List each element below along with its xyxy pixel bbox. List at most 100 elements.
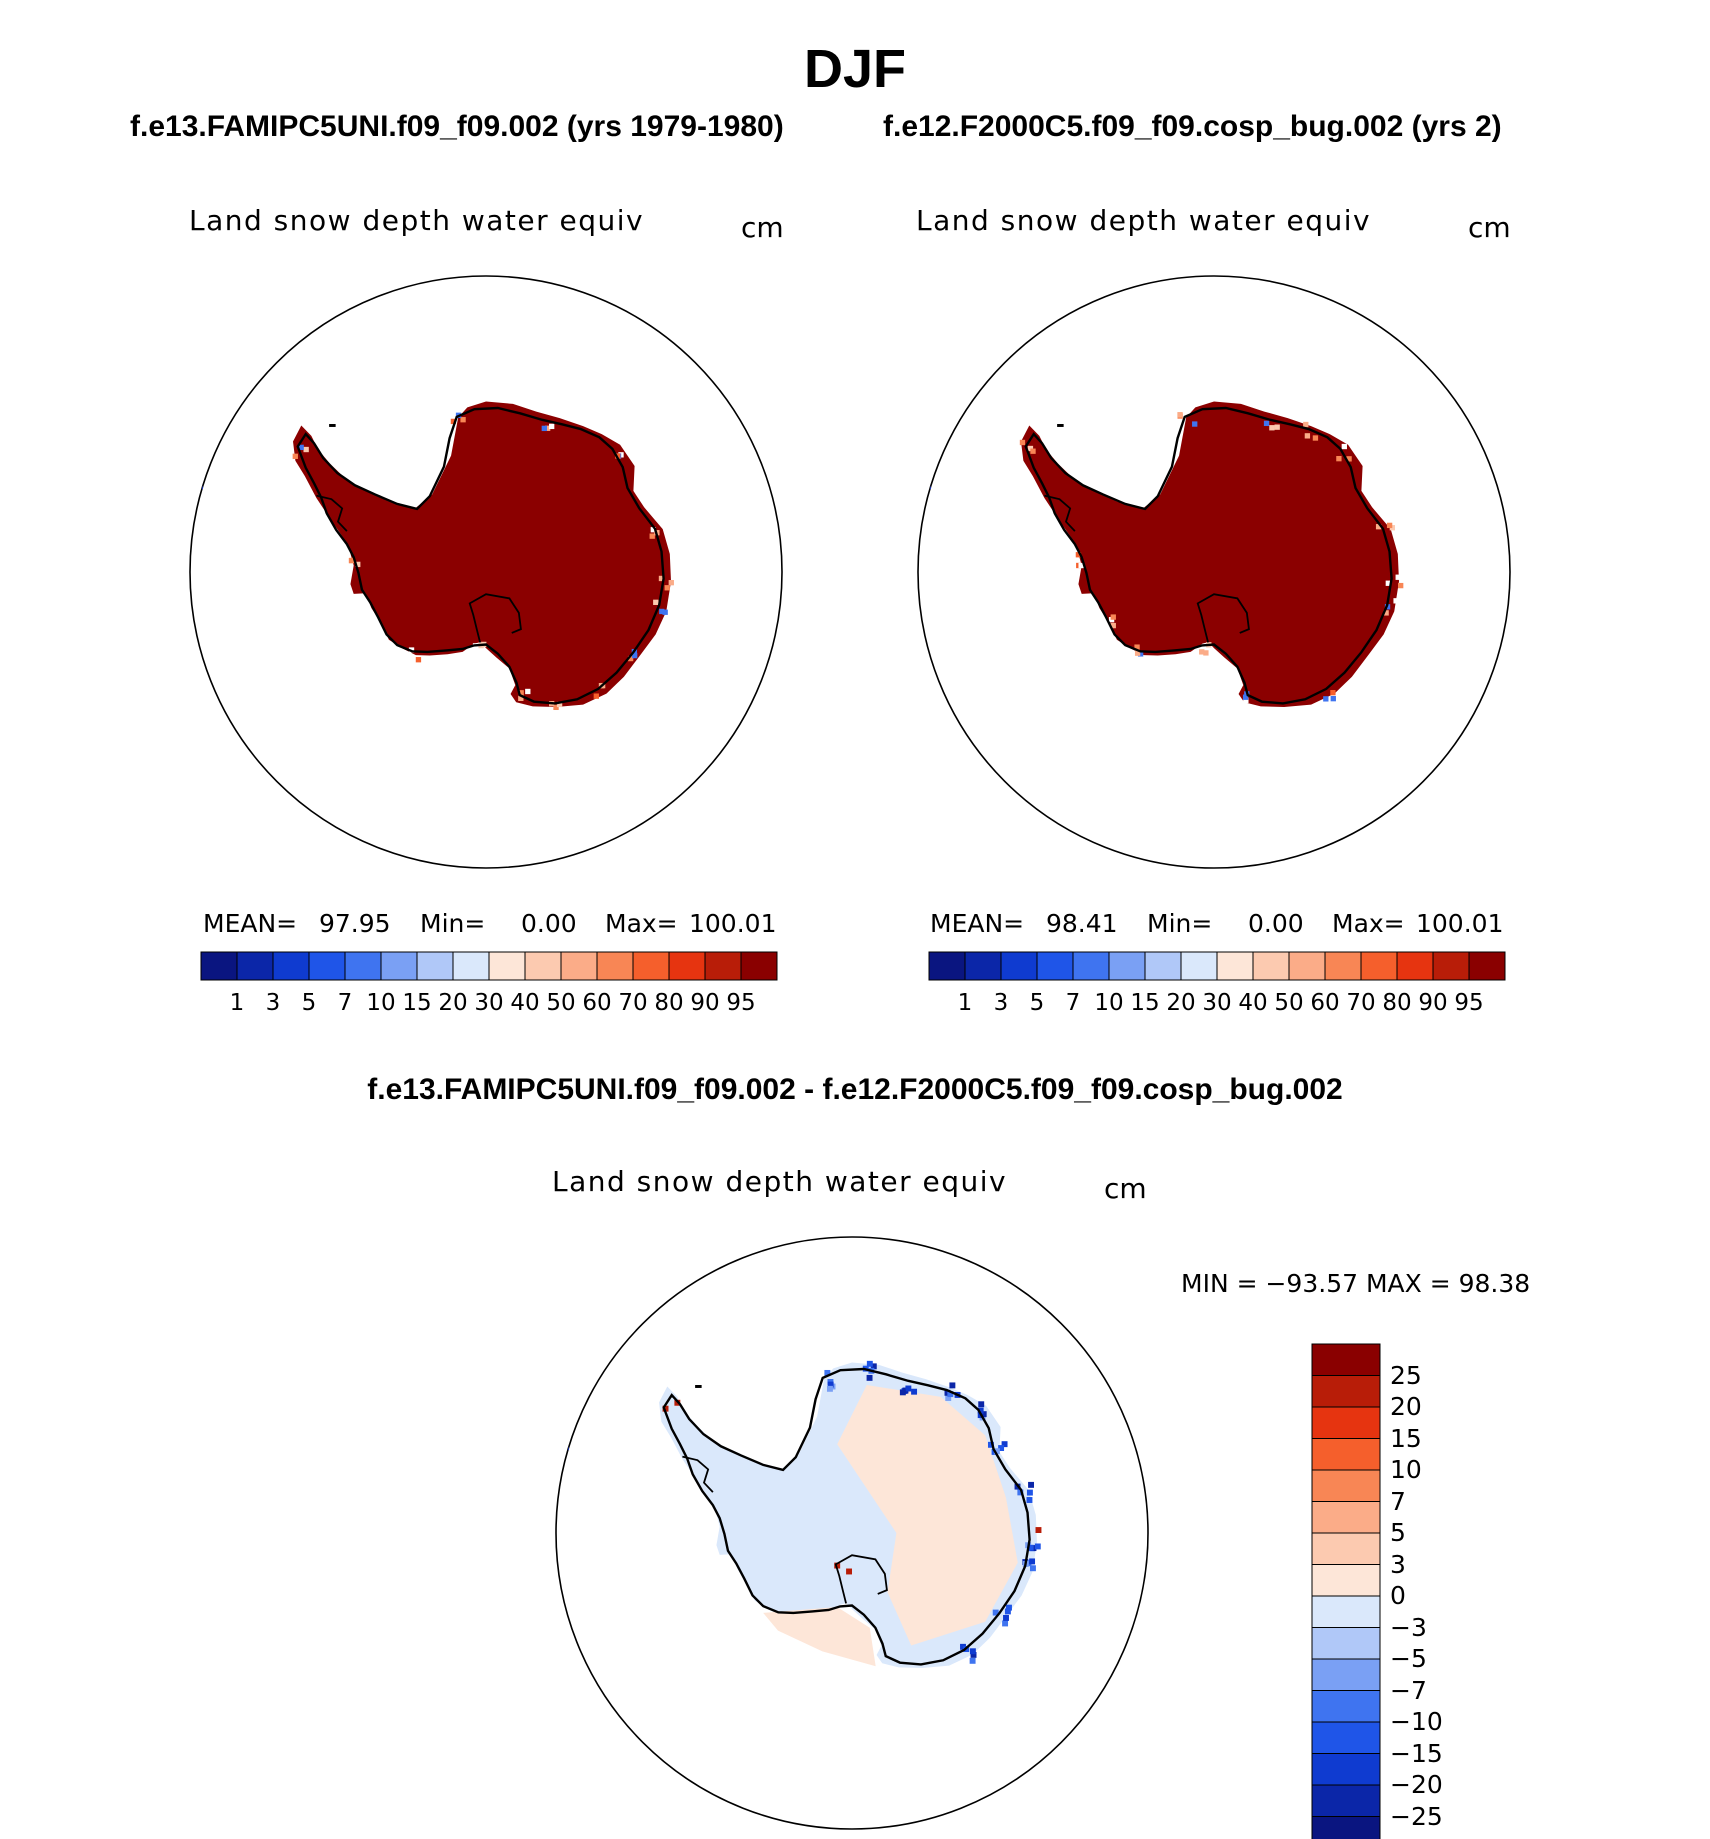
run-b-colorbar-box xyxy=(1360,951,1398,981)
diff-map xyxy=(555,1236,1149,1830)
run-b-colorbar-box xyxy=(1396,951,1434,981)
diff-colorbar-tick: 7 xyxy=(1390,1486,1406,1516)
diff-colorbar-box xyxy=(1311,1753,1381,1786)
run-b-colorbar-box xyxy=(1468,951,1506,981)
run-b-colorbar xyxy=(928,951,1506,981)
run-b-colorbar-tick: 20 xyxy=(1166,990,1196,1016)
run-a-colorbar-tick: 40 xyxy=(510,990,540,1016)
diff-colorbar-tick: 15 xyxy=(1390,1423,1422,1453)
diff-colorbar-box xyxy=(1311,1532,1381,1565)
run-b-colorbar-box xyxy=(1288,951,1326,981)
run-a-colorbar-box xyxy=(380,951,418,981)
run-a-colorbar xyxy=(200,951,778,981)
run-b-colorbar-box xyxy=(1108,951,1146,981)
diff-colorbar-box xyxy=(1311,1595,1381,1628)
run-b-colorbar-tick: 60 xyxy=(1310,990,1340,1016)
diff-colorbar-box xyxy=(1311,1784,1381,1817)
run-a-variable-label: Land snow depth water equiv xyxy=(189,204,645,237)
run-a-mean-value: 97.95 xyxy=(319,909,391,938)
diff-colorbar-box xyxy=(1311,1564,1381,1597)
run-a-max-value: 100.01 xyxy=(689,909,777,938)
run-b-colorbar-tick: 1 xyxy=(957,990,973,1016)
run-b-colorbar-tick: 95 xyxy=(1454,990,1484,1016)
run-b-colorbar-tick: 90 xyxy=(1418,990,1448,1016)
run-a-title: f.e13.FAMIPC5UNI.f09_f09.002 (yrs 1979-1… xyxy=(130,110,784,143)
diff-colorbar-box xyxy=(1311,1690,1381,1723)
run-b-colorbar-tick: 70 xyxy=(1346,990,1376,1016)
diff-island xyxy=(695,1385,702,1388)
run-a-colorbar-box xyxy=(704,951,742,981)
run-a-colorbar-tick: 1 xyxy=(229,990,245,1016)
run-a-colorbar-box xyxy=(632,951,670,981)
diff-positive-field xyxy=(837,1385,1018,1646)
run-a-colorbar-box xyxy=(308,951,346,981)
run-a-min-label: Min= xyxy=(420,909,486,938)
run-b-colorbar-box xyxy=(1252,951,1290,981)
run-b-colorbar-tick: 5 xyxy=(1029,990,1045,1016)
run-a-colorbar-box xyxy=(668,951,706,981)
run-b-colorbar-box xyxy=(1144,951,1182,981)
run-a-colorbar-box xyxy=(524,951,562,981)
diff-colorbar-box xyxy=(1311,1438,1381,1471)
diff-colorbar-tick: −20 xyxy=(1390,1770,1443,1799)
diff-units-label: cm xyxy=(1104,1172,1147,1205)
run-b-colorbar-box xyxy=(928,951,966,981)
run-a-colorbar-box xyxy=(740,951,778,981)
figure-title: DJF xyxy=(803,39,906,99)
run-b-max-value: 100.01 xyxy=(1416,909,1504,938)
run-b-colorbar-box xyxy=(1216,951,1254,981)
run-b-map xyxy=(917,275,1511,869)
diff-colorbar-tick: 3 xyxy=(1390,1549,1406,1579)
run-b-min-label: Min= xyxy=(1147,909,1213,938)
run-a-island xyxy=(329,424,336,427)
diff-colorbar-box xyxy=(1311,1816,1381,1839)
run-a-colorbar-box xyxy=(200,951,238,981)
diff-colorbar-box xyxy=(1311,1375,1381,1408)
diff-colorbar-tick: 20 xyxy=(1390,1392,1422,1421)
diff-colorbar-tick: −3 xyxy=(1390,1612,1427,1642)
diff-positive-ross xyxy=(763,1607,876,1667)
run-a-map xyxy=(189,275,783,869)
run-a-colorbar-tick: 80 xyxy=(654,990,684,1016)
run-a-max-label: Max= xyxy=(605,909,678,938)
run-b-colorbar-box xyxy=(964,951,1002,981)
run-a-colorbar-box xyxy=(452,951,490,981)
run-b-island xyxy=(1057,424,1064,427)
diff-colorbar-box xyxy=(1311,1721,1381,1754)
run-b-units-label: cm xyxy=(1468,211,1511,244)
run-b-colorbar-box xyxy=(1000,951,1038,981)
diff-minmax-text: MIN = −93.57 MAX = 98.38 xyxy=(1181,1269,1531,1298)
run-a-colorbar-box xyxy=(596,951,634,981)
run-a-colorbar-tick: 90 xyxy=(690,990,720,1016)
diff-colorbar-box xyxy=(1311,1343,1381,1376)
diff-colorbar-box xyxy=(1311,1627,1381,1660)
run-a-colorbar-tick: 50 xyxy=(546,990,576,1016)
run-b-max-label: Max= xyxy=(1332,909,1405,938)
run-b-colorbar-box xyxy=(1036,951,1074,981)
diff-colorbar-tick: 0 xyxy=(1390,1581,1406,1610)
run-b-colorbar-box xyxy=(1180,951,1218,981)
run-b-colorbar-box xyxy=(1324,951,1362,981)
run-a-min-value: 0.00 xyxy=(521,909,577,938)
run-a-colorbar-box xyxy=(416,951,454,981)
run-a-colorbar-tick: 70 xyxy=(618,990,648,1016)
run-b-colorbar-tick: 7 xyxy=(1065,990,1081,1016)
run-a-colorbar-tick: 7 xyxy=(337,990,353,1016)
run-b-colorbar-box xyxy=(1432,951,1470,981)
diff-colorbar-tick: 5 xyxy=(1390,1518,1406,1547)
diff-colorbar-box xyxy=(1311,1469,1381,1502)
run-b-mean-label: MEAN= xyxy=(930,909,1025,938)
run-a-units-label: cm xyxy=(741,211,784,244)
diff-colorbar-tick: −15 xyxy=(1390,1738,1443,1768)
run-a-colorbar-box xyxy=(560,951,598,981)
run-a-colorbar-box xyxy=(344,951,382,981)
run-a-mean-label: MEAN= xyxy=(203,909,298,938)
run-b-variable-label: Land snow depth water equiv xyxy=(916,204,1372,237)
run-b-min-value: 0.00 xyxy=(1248,909,1304,938)
run-b-colorbar-tick: 3 xyxy=(993,990,1009,1016)
diff-colorbar xyxy=(1311,1343,1381,1839)
run-a-colorbar-tick: 3 xyxy=(265,990,281,1016)
diff-colorbar-tick: 25 xyxy=(1390,1360,1422,1390)
diff-colorbar-tick: −10 xyxy=(1390,1707,1443,1736)
